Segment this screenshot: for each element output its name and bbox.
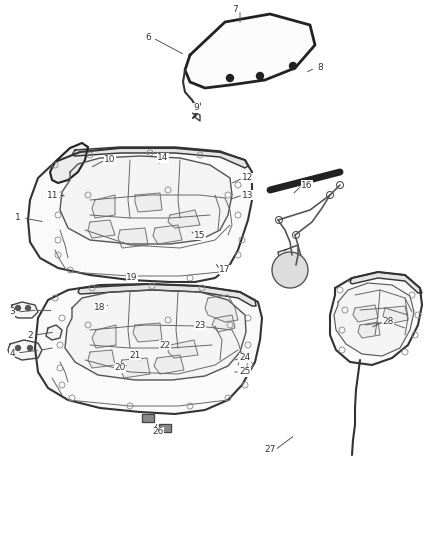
Text: 9: 9 [193, 103, 199, 112]
Text: 8: 8 [317, 63, 323, 72]
Text: 28: 28 [382, 318, 394, 327]
Text: 18: 18 [94, 303, 106, 311]
Circle shape [25, 305, 31, 311]
Polygon shape [330, 272, 422, 365]
Polygon shape [168, 210, 200, 228]
Polygon shape [168, 340, 198, 358]
Polygon shape [92, 325, 116, 348]
Text: 15: 15 [194, 230, 206, 239]
Text: 16: 16 [301, 181, 313, 190]
Polygon shape [153, 225, 182, 244]
Polygon shape [35, 284, 262, 414]
Text: 25: 25 [239, 367, 251, 376]
Text: 20: 20 [114, 364, 126, 373]
Text: 26: 26 [152, 427, 164, 437]
Text: 3: 3 [9, 308, 15, 317]
Polygon shape [358, 322, 380, 338]
Polygon shape [193, 113, 200, 121]
Polygon shape [212, 315, 235, 332]
Circle shape [28, 345, 32, 351]
Text: 4: 4 [9, 349, 15, 358]
Text: 21: 21 [129, 351, 141, 359]
Text: 24: 24 [240, 353, 251, 362]
Text: 22: 22 [159, 341, 171, 350]
Polygon shape [72, 147, 248, 168]
Polygon shape [50, 143, 88, 183]
Polygon shape [133, 323, 162, 342]
Polygon shape [278, 245, 302, 268]
Circle shape [272, 252, 308, 288]
Text: 6: 6 [145, 34, 151, 43]
Bar [142, 414, 154, 422]
Bar [159, 424, 171, 432]
Bar [142, 414, 154, 422]
Text: 7: 7 [232, 5, 238, 14]
Text: 10: 10 [104, 156, 116, 165]
Polygon shape [154, 355, 184, 374]
Circle shape [15, 305, 21, 311]
Circle shape [15, 345, 21, 351]
Polygon shape [185, 14, 315, 88]
Polygon shape [120, 358, 150, 378]
Polygon shape [88, 350, 115, 368]
Polygon shape [135, 193, 162, 212]
Circle shape [290, 62, 297, 69]
Circle shape [257, 72, 264, 79]
Bar [159, 424, 171, 432]
Polygon shape [8, 340, 42, 360]
Text: 27: 27 [264, 446, 276, 455]
Polygon shape [28, 148, 252, 282]
Polygon shape [88, 220, 115, 238]
Text: 1: 1 [15, 214, 21, 222]
Circle shape [226, 75, 233, 82]
Polygon shape [46, 325, 62, 340]
Polygon shape [205, 295, 238, 322]
Text: 11: 11 [47, 190, 59, 199]
Polygon shape [60, 156, 232, 244]
Text: 17: 17 [219, 265, 231, 274]
Polygon shape [353, 305, 378, 322]
Polygon shape [280, 265, 300, 278]
Text: 19: 19 [126, 273, 138, 282]
Polygon shape [383, 306, 408, 324]
Text: 23: 23 [194, 320, 206, 329]
Polygon shape [118, 228, 148, 248]
Text: 14: 14 [157, 154, 169, 163]
Polygon shape [334, 283, 414, 356]
Polygon shape [78, 284, 256, 306]
Text: 2: 2 [27, 330, 33, 340]
Polygon shape [350, 272, 422, 293]
Polygon shape [65, 290, 246, 380]
Text: 13: 13 [242, 190, 254, 199]
Polygon shape [10, 302, 38, 318]
Polygon shape [92, 195, 115, 218]
Text: 12: 12 [242, 174, 254, 182]
